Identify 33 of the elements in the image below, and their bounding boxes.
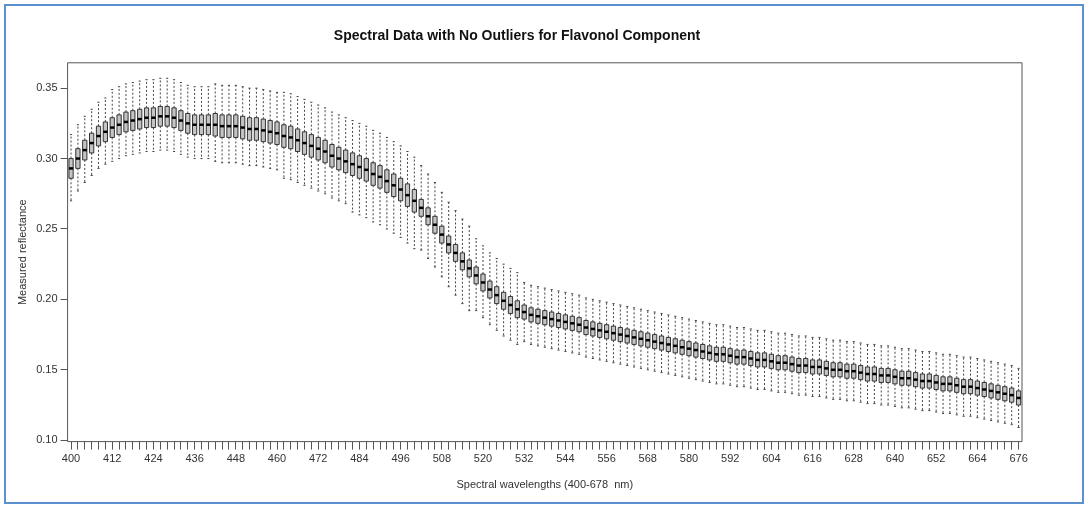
x-tick-label: 424 <box>144 452 163 465</box>
x-axis-title: Spectral wavelengths (400-678 nm) <box>456 478 634 491</box>
x-tick-label: 400 <box>61 452 81 465</box>
x-tick-label: 592 <box>721 452 740 465</box>
x-tick-label: 616 <box>803 452 822 465</box>
y-tick-label: 0.10 <box>36 433 58 446</box>
x-tick-label: 544 <box>556 452 575 465</box>
y-tick-label: 0.30 <box>36 151 58 164</box>
x-tick-label: 676 <box>1009 452 1028 465</box>
x-tick-label: 652 <box>926 452 946 465</box>
x-tick-label: 532 <box>515 452 534 465</box>
x-tick-label: 568 <box>638 452 657 465</box>
x-tick-label: 484 <box>350 452 369 465</box>
y-tick-label: 0.15 <box>36 362 58 375</box>
x-tick-label: 556 <box>597 452 616 465</box>
x-tick-label: 472 <box>309 452 328 465</box>
y-tick-label: 0.35 <box>36 81 58 94</box>
x-tick-label: 640 <box>885 452 905 465</box>
x-tick-label: 508 <box>432 452 451 465</box>
y-axis-title: Measured reflectance <box>15 199 28 306</box>
x-tick-label: 580 <box>679 452 699 465</box>
x-tick-label: 520 <box>473 452 493 465</box>
x-tick-label: 436 <box>185 452 204 465</box>
x-tick-label: 496 <box>391 452 410 465</box>
x-tick-label: 628 <box>844 452 863 465</box>
x-tick-label: 460 <box>267 452 287 465</box>
y-tick-label: 0.25 <box>36 222 58 234</box>
x-tick-label: 448 <box>226 452 246 465</box>
x-tick-label: 664 <box>968 452 987 465</box>
x-tick-label: 604 <box>762 452 781 465</box>
chart-title: Spectral Data with No Outliers for Flavonol Component <box>333 27 701 44</box>
y-tick-label: 0.20 <box>36 292 58 305</box>
x-tick-label: 412 <box>103 452 122 465</box>
